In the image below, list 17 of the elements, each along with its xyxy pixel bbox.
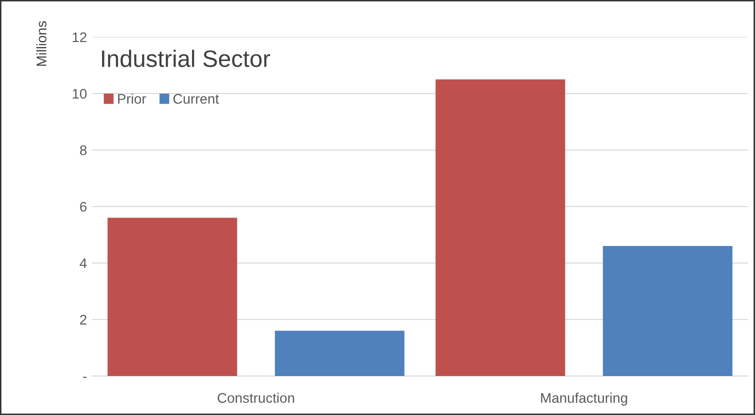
y-tick-label: 2	[80, 314, 86, 325]
y-tick-label: -	[83, 376, 87, 378]
x-tick-label: Construction	[218, 392, 294, 403]
bar	[436, 79, 566, 376]
x-tick-label: Manufacturing	[541, 392, 628, 406]
chart-title: Industrial Sector	[102, 50, 270, 68]
y-axis-title: Millions	[36, 21, 46, 66]
bar	[602, 246, 732, 376]
legend-label: Prior	[118, 94, 146, 104]
bar	[274, 330, 404, 376]
legend-label: Current	[173, 94, 219, 104]
y-tick-label: 10	[72, 88, 87, 99]
bar	[108, 218, 238, 376]
y-tick-label: 4	[80, 258, 87, 268]
y-tick-label: 12	[72, 32, 86, 42]
y-tick-label: 6	[80, 202, 87, 212]
y-tick-label: 8	[80, 145, 87, 156]
